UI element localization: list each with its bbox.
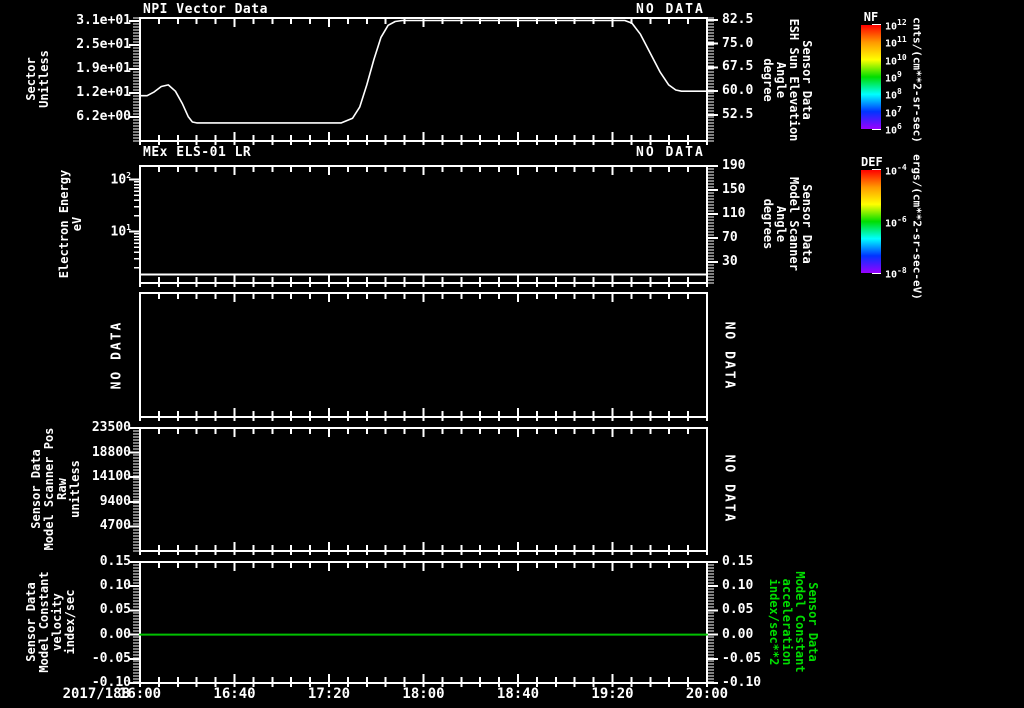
panel5-right-tick-label: 0.15 xyxy=(722,554,754,569)
panel1-left-tick-label: 1.9e+01 xyxy=(76,61,131,76)
panel5-right-tick-label: -0.10 xyxy=(722,675,762,690)
panel1-trace xyxy=(139,19,708,124)
x-axis-tick-label: 18:40 xyxy=(496,686,540,702)
panel1-title: NPI Vector Data xyxy=(143,2,268,17)
colorbar-nf xyxy=(861,25,881,129)
panel4-left-tick-label: 4700 xyxy=(99,518,131,534)
panel2-no-data-label: NO DATA xyxy=(636,145,705,160)
panel1-left-tick-label: 1.2e+01 xyxy=(76,85,131,100)
cb-def-tick-label: 10-6 xyxy=(885,214,907,229)
panel1-left-tick-label: 6.2e+00 xyxy=(76,109,131,124)
cb-nf-tick-label: 107 xyxy=(885,104,902,119)
panel5-right-tick-label: 0.05 xyxy=(722,602,754,618)
panel1-right-axis-label: Sensor Data ESH Sun Elevation Angle degr… xyxy=(761,18,814,142)
panel2-right-axis-label: Sensor Data Model Scanner Angle degrees xyxy=(761,177,814,271)
panel3-no-data-right-label: NO DATA xyxy=(721,321,737,391)
colorbar-nf-title: NF xyxy=(863,10,879,24)
panel1-right-tick-label: 75.0 xyxy=(722,35,754,51)
colorbar-nf-unit-label: cnts/(cm**2-sr-sec) xyxy=(910,17,924,143)
panel3-no-data-left-label: NO DATA xyxy=(109,320,125,390)
panel1-right-tick-label: 52.5 xyxy=(722,107,754,122)
cb-nf-tick-label: 1012 xyxy=(885,18,907,33)
cb-nf-tick-label: 1010 xyxy=(885,52,907,67)
panel2-right-tick-label: 190 xyxy=(722,158,746,173)
x-axis-tick-label: 20:00 xyxy=(685,686,729,702)
panel4-left-tick-label: 18800 xyxy=(91,444,131,460)
cb-nf-tick-label: 109 xyxy=(885,70,902,85)
panel2-right-tick-label: 150 xyxy=(722,182,746,197)
panel5-right-tick-label: 0.10 xyxy=(722,578,754,594)
panel2-right-tick-label: 70 xyxy=(722,230,738,245)
cb-def-tick-label: 10-4 xyxy=(885,163,907,178)
x-axis-date-label: 2017/188 xyxy=(62,686,130,702)
colorbar-def-title: DEF xyxy=(861,155,883,169)
colorbar-def-unit-label: ergs/(cm**2-sr-sec-eV) xyxy=(910,154,924,300)
panel5-left-tick-label: 0.10 xyxy=(99,578,131,594)
panel5-left-tick-label: -0.05 xyxy=(91,650,131,666)
panel2-left-tick-label: 102 xyxy=(110,170,131,187)
panel1-right-tick-label: 82.5 xyxy=(722,11,754,27)
panel2-right-tick-label: 30 xyxy=(722,254,738,269)
panel4-no-data-right-label: NO DATA xyxy=(721,454,737,524)
panel5-left-tick-label: -0.10 xyxy=(91,675,131,690)
x-axis-tick-label: 19:20 xyxy=(591,686,634,702)
cb-nf-tick-label: 106 xyxy=(885,122,902,137)
panel4-left-tick-label: 23500 xyxy=(91,420,131,435)
x-axis-tick-label: 17:20 xyxy=(307,686,351,702)
panel5-left-tick-label: 0.05 xyxy=(99,602,131,618)
panel4-left-tick-label: 9400 xyxy=(99,493,131,509)
x-axis-tick-label: 16:00 xyxy=(118,686,162,702)
panel2-title: MEx ELS-01 LR xyxy=(143,145,252,160)
panel1-right-tick-label: 67.5 xyxy=(722,59,754,75)
panel2-left-tick-label: 101 xyxy=(110,222,131,239)
panel5-left-tick-label: 0.00 xyxy=(99,626,131,642)
panel1-left-tick-label: 3.1e+01 xyxy=(76,13,131,29)
panel5-right-axis-label: Sensor Data Model Constant acceleration … xyxy=(767,571,820,673)
panel5-right-tick-label: -0.05 xyxy=(722,650,762,666)
panel5-left-tick-label: 0.15 xyxy=(99,554,131,569)
colorbar-def xyxy=(861,170,881,273)
x-axis-tick-label: 18:00 xyxy=(402,686,445,702)
x-axis-tick-label: 16:40 xyxy=(213,686,256,702)
cb-nf-tick-label: 1011 xyxy=(885,35,907,50)
panel1-no-data-label: NO DATA xyxy=(636,2,705,17)
cb-nf-tick-label: 108 xyxy=(885,87,902,102)
panel5-right-tick-label: 0.00 xyxy=(722,626,754,642)
panel4-left-tick-label: 14100 xyxy=(91,469,131,485)
cb-def-tick-label: 10-8 xyxy=(885,266,907,281)
panel1-right-tick-label: 60.0 xyxy=(722,83,754,99)
panel2-right-tick-label: 110 xyxy=(722,206,746,221)
panel1-left-tick-label: 2.5e+01 xyxy=(76,37,131,52)
